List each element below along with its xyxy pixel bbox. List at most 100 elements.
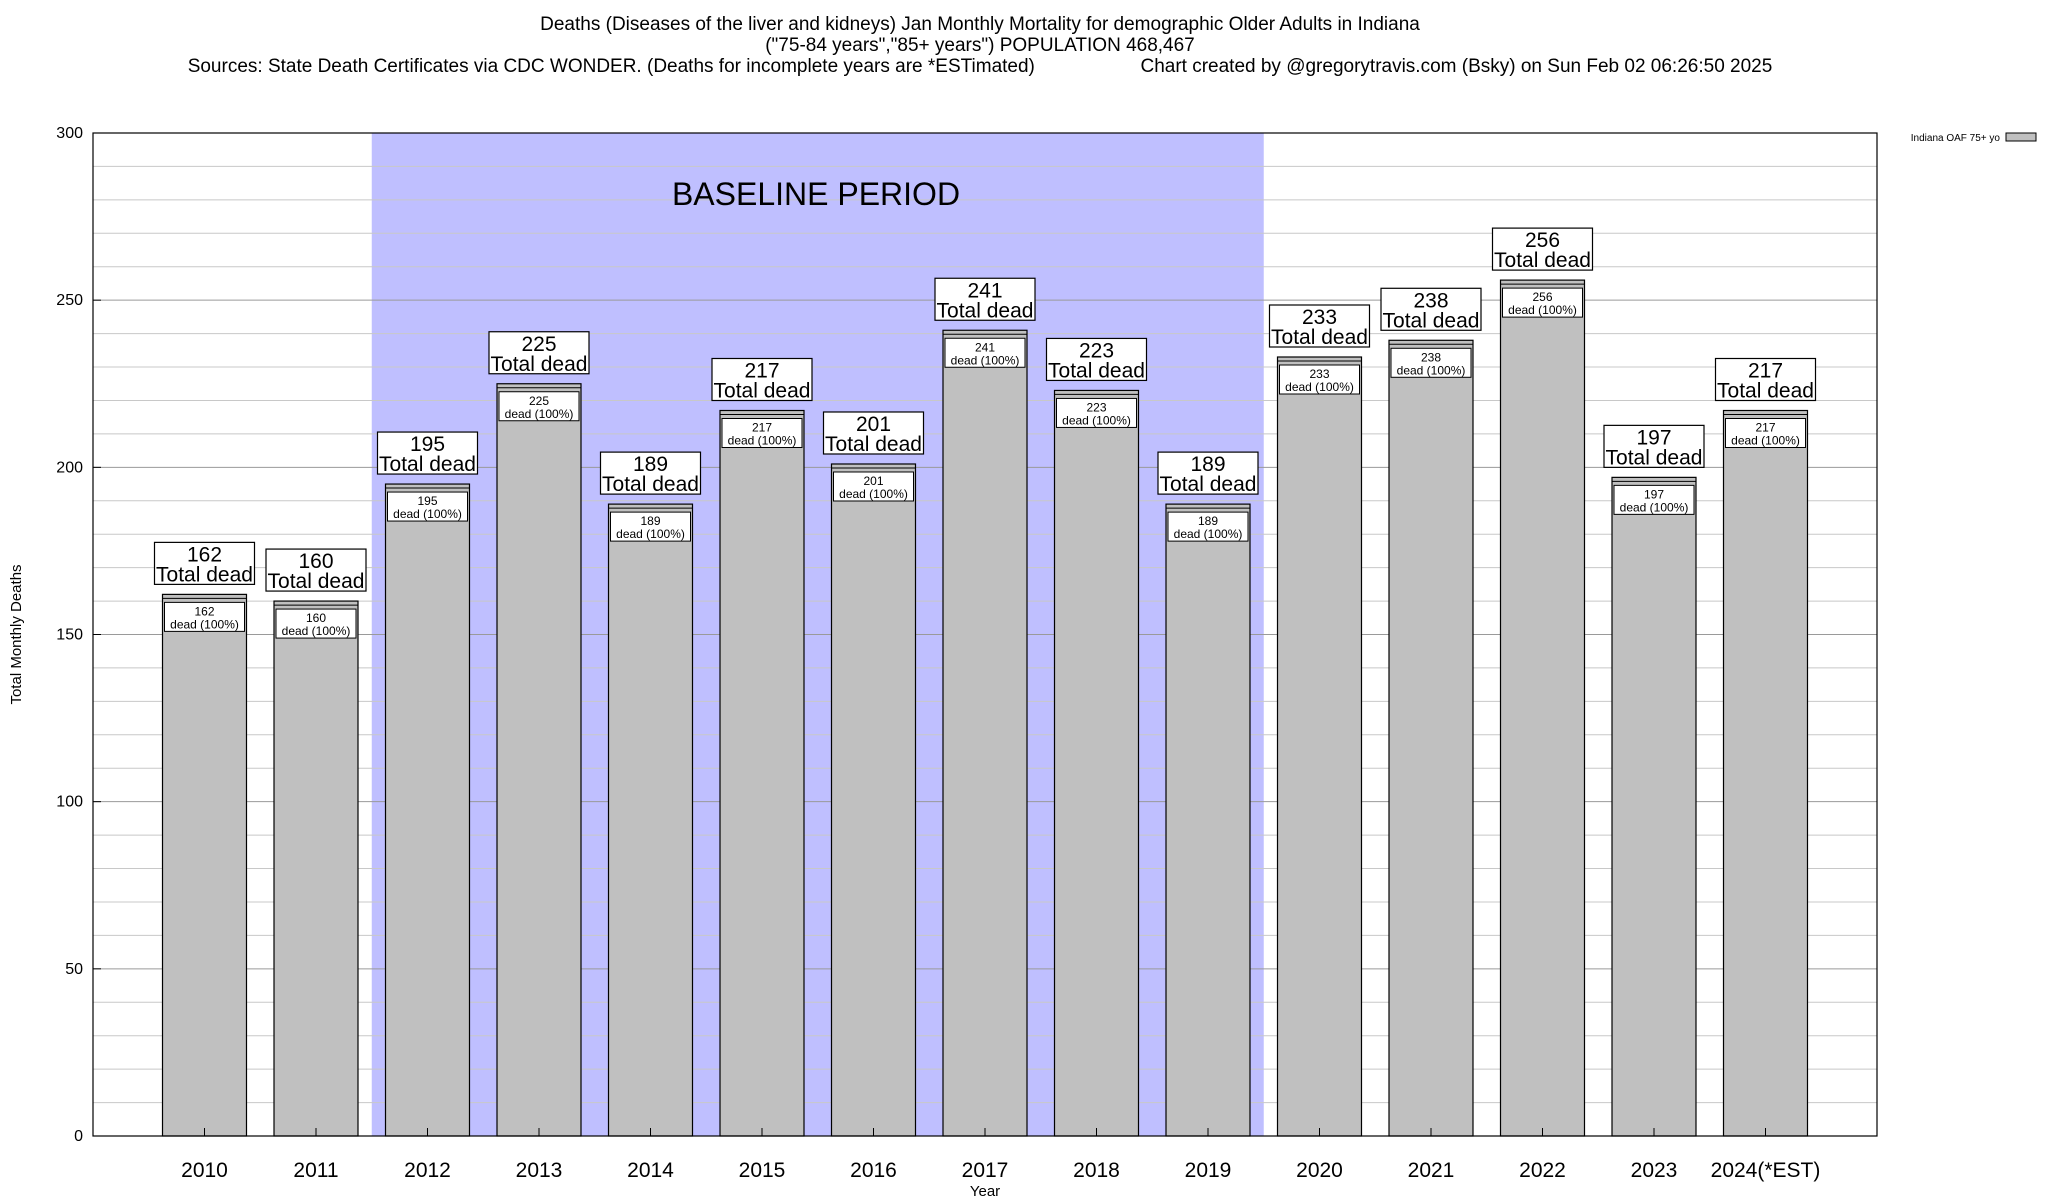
bar-total-label: Total dead [937,299,1034,322]
bar-total-value: 238 [1413,289,1448,312]
bar-inner-value: 256 [1532,290,1552,304]
bar-total-value: 189 [1190,453,1225,476]
bar-inner-label-box [1279,364,1360,395]
bar-total-label: Total dead [156,563,253,586]
y-tick-label: 250 [56,292,83,309]
x-tick-label: 2018 [1073,1159,1120,1182]
bar-inner-label-box [1725,417,1806,448]
bar-total-label: Total dead [1717,379,1814,402]
bar-inner-value: 189 [640,514,660,528]
bar [1388,339,1474,1137]
x-tick-label: 2020 [1296,1159,1343,1182]
bar-total-label-box [1603,424,1705,468]
chart-subtitle: ("75-84 years","85+ years") POPULATION 4… [765,35,1195,56]
x-tick-label: 2024(*EST) [1711,1159,1821,1182]
bar [1499,279,1586,1137]
bar [384,483,471,1137]
bar-total-value: 217 [1748,359,1783,382]
bar-inner-label-box [721,417,803,448]
bar-inner-value: 217 [752,420,772,434]
bar [1053,389,1140,1137]
bar-inner-label-box [1056,397,1137,428]
bar-inner-label-box [833,471,914,502]
bar-total-value: 189 [633,453,668,476]
bar-inner-label: dead (100%) [282,624,351,638]
bar-inner-label: dead (100%) [393,507,462,521]
x-tick-label: 2016 [850,1159,897,1182]
bar-inner-value: 197 [1644,487,1664,501]
chart-credit: Chart created by @gregorytravis.com (Bsk… [1140,56,1773,77]
bar [496,383,582,1137]
bar-inner-value: 238 [1421,350,1441,364]
bar-total-label: Total dead [1383,309,1480,332]
x-tick-label: 2021 [1408,1159,1455,1182]
bar-total-label: Total dead [1271,326,1368,349]
bar-total-label-box [711,357,813,402]
bar-total-label-box [1157,451,1259,495]
bar-inner-label-box [275,608,357,639]
bar-inner-value: 195 [417,494,437,508]
bar-inner-label-box [610,511,691,542]
x-tick-label: 2014 [627,1159,674,1182]
bar-inner-label: dead (100%) [616,527,685,541]
bar-inner-label: dead (100%) [1508,303,1577,317]
bar-total-value: 197 [1636,426,1671,449]
bar [161,593,248,1137]
bar [607,503,694,1137]
bar [830,463,917,1137]
bar-total-label-box [1380,287,1482,331]
bar [942,329,1028,1137]
x-tick-label: 2011 [293,1159,338,1182]
chart-sources-line: Sources: State Death Certificates via CD… [0,56,1960,77]
bar-inner-value: 217 [1755,420,1775,434]
y-axis-ticks: 0 50 100 150 200 250 300 [56,125,101,1145]
chart-sources: Sources: State Death Certificates via CD… [187,56,1035,77]
bar-total-label-box [376,431,479,475]
bar-total-label: Total dead [1160,473,1257,496]
bar-total-label: Total dead [602,473,699,496]
bar-inner-label: dead (100%) [839,487,908,501]
bar-inner-value: 201 [863,474,883,488]
bar [1165,503,1251,1137]
x-tick-label: 2013 [516,1159,563,1182]
y-tick-label: 100 [56,794,83,811]
legend: Indiana OAF 75+ yo [1911,132,2037,144]
y-axis-label: Total Monthly Deaths [8,564,25,704]
baseline-period-label: BASELINE PERIOD [672,176,960,212]
y-tick-label: 50 [65,961,83,978]
bar-inner-label-box [1167,511,1249,542]
bar-inner-value: 225 [529,394,549,408]
bar-total-value: 233 [1302,306,1337,329]
bar [1276,356,1363,1137]
bar-inner-label: dead (100%) [170,617,239,631]
bar-inner-label: dead (100%) [1620,500,1689,514]
bar-total-label-box [599,451,702,495]
bar-inner-label: dead (100%) [505,407,574,421]
bar-inner-label: dead (100%) [1731,433,1800,447]
y-tick-label: 0 [74,1128,83,1145]
bar-inner-label: dead (100%) [1285,380,1354,394]
bar-inner-label: dead (100%) [951,353,1020,367]
bar-inner-label-box [1613,484,1695,515]
bar-inner-label-box [1502,287,1583,318]
bar-total-label-box [488,331,590,375]
bar-inner-label-box [944,337,1026,368]
y-tick-label: 200 [56,459,83,476]
bar-inner-label-box [1390,347,1472,378]
bar-total-value: 217 [744,359,779,382]
x-tick-label: 2010 [181,1159,228,1182]
y-tick-label: 150 [56,627,83,644]
